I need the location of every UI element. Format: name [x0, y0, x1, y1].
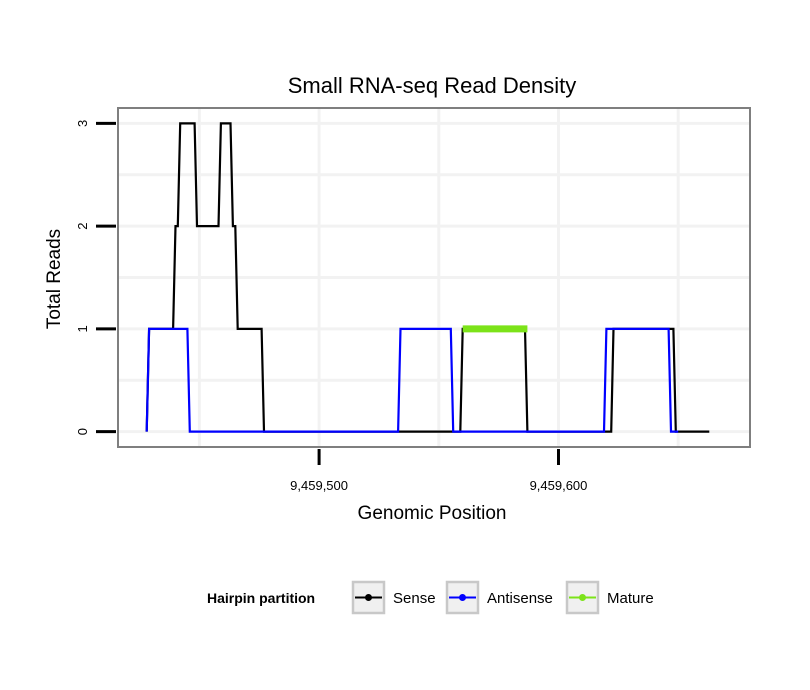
- y-tick-label: 1: [75, 325, 90, 332]
- x-tick-label: 9,459,600: [530, 478, 588, 493]
- y-axis-label: Total Reads: [44, 229, 65, 329]
- legend-key-point: [459, 594, 466, 601]
- y-tick-label: 0: [75, 428, 90, 435]
- legend: Hairpin partition Sense Antisense Mature: [207, 580, 654, 615]
- x-axis: 9,459,500 9,459,600: [290, 449, 587, 493]
- chart-title: Small RNA-seq Read Density: [288, 73, 577, 98]
- legend-key-point: [365, 594, 372, 601]
- x-tick-label: 9,459,500: [290, 478, 348, 493]
- y-tick-label: 2: [75, 223, 90, 230]
- legend-key-point: [579, 594, 586, 601]
- legend-items: Sense Antisense Mature: [351, 580, 654, 615]
- plot-border: [117, 107, 751, 448]
- legend-item-antisense: Antisense: [445, 580, 553, 615]
- grid: [118, 108, 750, 447]
- y-axis: 0 1 2 3: [75, 120, 116, 435]
- legend-item-sense: Sense: [351, 580, 436, 615]
- series-line-sense: [145, 122, 710, 433]
- x-axis-label: Genomic Position: [358, 503, 507, 524]
- legend-label: Sense: [393, 590, 436, 607]
- legend-title: Hairpin partition: [207, 590, 315, 606]
- series-line-antisense: [145, 327, 679, 433]
- series-layer: [145, 122, 710, 433]
- legend-item-mature: Mature: [565, 580, 654, 615]
- legend-label: Mature: [607, 590, 654, 607]
- legend-label: Antisense: [487, 590, 553, 607]
- y-tick-label: 3: [75, 120, 90, 127]
- plot-area: [117, 107, 751, 448]
